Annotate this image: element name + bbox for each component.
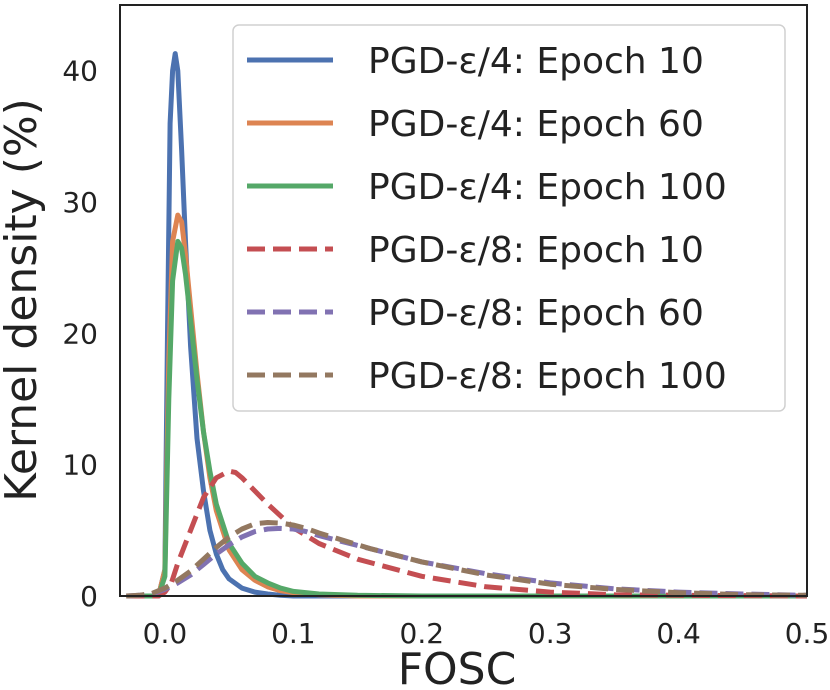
plot-area bbox=[119, 4, 808, 599]
x-axis-ticks: 0.0 0.1 0.2 0.3 0.4 0.5 bbox=[143, 617, 830, 650]
series-line bbox=[126, 468, 808, 599]
series-line bbox=[126, 520, 808, 599]
x-tick-label: 0.3 bbox=[528, 617, 573, 650]
legend-label: PGD-ε/4: Epoch 100 bbox=[368, 167, 727, 208]
legend-label: PGD-ε/4: Epoch 10 bbox=[368, 41, 704, 82]
x-tick-label: 0.2 bbox=[400, 617, 445, 650]
y-axis-ticks: 0 10 20 30 40 bbox=[62, 55, 98, 613]
y-tick-label: 10 bbox=[62, 449, 98, 482]
y-tick-label: 40 bbox=[62, 55, 98, 88]
y-tick-label: 30 bbox=[62, 186, 98, 219]
series-line bbox=[126, 51, 807, 599]
y-axis-label: Kernel density (%) bbox=[0, 98, 47, 502]
x-tick-label: 0.1 bbox=[271, 617, 316, 650]
x-tick-label: 0.4 bbox=[656, 617, 701, 650]
legend-label: PGD-ε/8: Epoch 60 bbox=[368, 293, 704, 334]
series-line bbox=[126, 238, 807, 599]
y-tick-label: 20 bbox=[62, 317, 98, 350]
legend-box bbox=[232, 24, 786, 412]
y-tick-label: 0 bbox=[80, 580, 98, 613]
legend: PGD-ε/4: Epoch 10 PGD-ε/4: Epoch 60 PGD-ε/… bbox=[232, 24, 786, 412]
x-tick-label: 0.5 bbox=[785, 617, 830, 650]
x-tick-label: 0.0 bbox=[143, 617, 188, 650]
legend-label: PGD-ε/4: Epoch 60 bbox=[368, 104, 704, 145]
legend-label: PGD-ε/8: Epoch 10 bbox=[368, 230, 704, 271]
series-layer bbox=[126, 51, 808, 599]
legend-entries: PGD-ε/4: Epoch 10 PGD-ε/4: Epoch 60 PGD-ε/… bbox=[247, 41, 727, 397]
legend-label: PGD-ε/8: Epoch 100 bbox=[368, 356, 727, 397]
plot-frame bbox=[119, 4, 808, 597]
x-axis-label: FOSC bbox=[398, 644, 517, 690]
